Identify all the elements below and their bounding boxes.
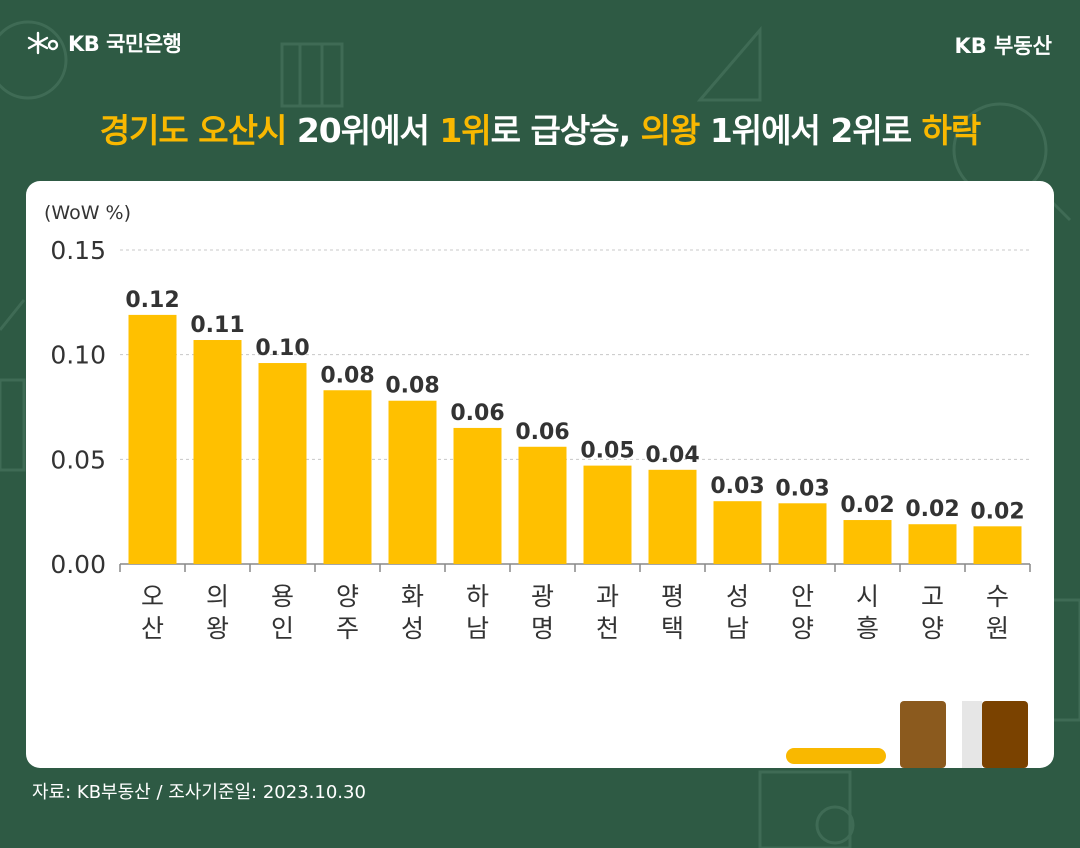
bar-value-label: 0.06 [450, 401, 504, 426]
y-tick-label: 0.10 [50, 341, 106, 370]
x-category-label: 남 [466, 614, 489, 643]
bar-12 [843, 520, 892, 564]
x-category-label: 양 [791, 614, 814, 643]
x-category-label: 양 [336, 582, 359, 611]
decorative-yellow-bar [786, 748, 886, 764]
bar-8 [583, 465, 632, 564]
y-axis-unit-label: (WoW %) [44, 202, 131, 224]
x-category-label: 광 [531, 582, 554, 611]
headline-text-2: 로 급상승, [490, 111, 641, 150]
bar-value-label: 0.04 [645, 443, 699, 468]
x-category-label: 시 [856, 582, 879, 611]
x-category-label: 하 [466, 582, 489, 611]
headline-text-1: 20위에서 [286, 111, 440, 150]
bar-1 [128, 314, 177, 564]
kb-kookmin-bank-logo: KB 국민은행 [26, 28, 182, 58]
x-category-label: 원 [986, 614, 1009, 643]
kb-star-icon [27, 31, 59, 55]
bar-value-label: 0.02 [905, 497, 959, 522]
x-category-label: 왕 [206, 614, 229, 643]
bar-7 [518, 446, 567, 564]
x-category-label: 안 [791, 582, 814, 611]
x-category-label: 명 [531, 614, 554, 643]
bar-value-label: 0.05 [580, 439, 634, 464]
bar-10 [713, 501, 762, 564]
x-category-label: 평 [661, 582, 684, 611]
x-category-label: 흥 [856, 614, 879, 643]
bar-14 [973, 526, 1022, 564]
decorative-gray-block [962, 701, 982, 768]
x-category-label: 택 [661, 614, 684, 643]
bar-value-label: 0.06 [515, 420, 569, 445]
bar-value-label: 0.03 [775, 476, 829, 501]
x-category-label: 고 [921, 582, 944, 611]
y-tick-label: 0.15 [50, 236, 106, 265]
x-category-label: 오 [141, 582, 164, 611]
headline-rank-1: 1위 [439, 111, 491, 150]
x-category-label: 용 [271, 582, 294, 611]
x-category-label: 양 [921, 614, 944, 643]
bar-11 [778, 503, 827, 564]
bar-4 [323, 390, 372, 564]
decorative-dark-brown-block [982, 701, 1028, 768]
x-category-label: 성 [726, 582, 749, 611]
headline-text-3: 1위에서 2위로 [699, 111, 922, 150]
source-footnote: 자료: KB부동산 / 조사기준일: 2023.10.30 [32, 782, 366, 803]
bar-3 [258, 363, 307, 564]
x-category-label: 천 [596, 614, 619, 643]
bar-9 [648, 469, 697, 564]
bar-value-label: 0.11 [190, 313, 244, 338]
x-category-label: 성 [401, 614, 424, 643]
x-category-label: 주 [336, 614, 359, 643]
y-tick-label: 0.05 [50, 445, 106, 474]
x-category-label: 남 [726, 614, 749, 643]
bar-13 [908, 524, 957, 564]
bar-value-label: 0.08 [385, 374, 439, 399]
x-category-label: 인 [271, 614, 294, 643]
bar-value-label: 0.10 [255, 336, 309, 361]
bar-5 [388, 400, 437, 564]
bar-value-label: 0.12 [125, 288, 179, 313]
x-category-label: 의 [206, 582, 229, 611]
decorative-brown-block [900, 701, 946, 768]
bar-value-label: 0.03 [710, 474, 764, 499]
bar-6 [453, 427, 502, 564]
x-category-label: 과 [596, 582, 619, 611]
bar-value-label: 0.08 [320, 363, 374, 388]
headline-uiwang: 의왕 [640, 111, 701, 150]
x-category-label: 산 [141, 614, 164, 643]
headline: 경기도 오산시 20위에서 1위로 급상승, 의왕 1위에서 2위로 하락 [0, 104, 1080, 152]
bar-chart: (WoW %) 0.00 0.05 0.10 0.15 0.12 오산 0.11 의왕 0.10 용… [44, 202, 1031, 768]
kb-real-estate-brand: KB 부동산 [954, 34, 1052, 58]
y-tick-label: 0.00 [50, 550, 106, 579]
logo-text: KB 국민은행 [68, 32, 182, 56]
headline-osan: 경기도 오산시 [99, 111, 288, 150]
headline-decline: 하락 [921, 111, 982, 150]
bar-value-label: 0.02 [840, 493, 894, 518]
x-category-label: 화 [401, 582, 424, 611]
chart-card: (WoW %) 0.00 0.05 0.10 0.15 0.12 오 산 0.11 의 왕 0.10 용… [26, 181, 1054, 768]
bar-value-label: 0.02 [970, 499, 1024, 524]
x-category-label: 수 [986, 582, 1009, 611]
bar-2 [193, 340, 242, 564]
